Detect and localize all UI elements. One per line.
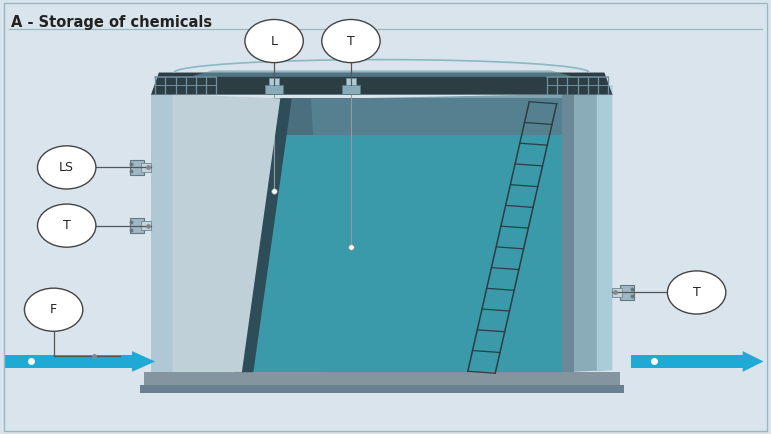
FancyBboxPatch shape	[130, 218, 143, 233]
Text: A - Storage of chemicals: A - Storage of chemicals	[12, 15, 213, 30]
Polygon shape	[597, 85, 612, 370]
FancyBboxPatch shape	[631, 355, 742, 368]
Polygon shape	[151, 94, 173, 372]
Polygon shape	[311, 94, 562, 372]
FancyBboxPatch shape	[141, 163, 151, 172]
Polygon shape	[242, 135, 562, 372]
FancyBboxPatch shape	[346, 78, 355, 85]
Polygon shape	[173, 120, 280, 135]
Text: T: T	[62, 219, 71, 232]
Polygon shape	[173, 99, 562, 120]
Ellipse shape	[38, 204, 96, 247]
FancyBboxPatch shape	[265, 85, 283, 94]
FancyBboxPatch shape	[130, 160, 143, 175]
FancyBboxPatch shape	[612, 288, 622, 297]
Text: T: T	[693, 286, 701, 299]
FancyBboxPatch shape	[141, 221, 151, 230]
Ellipse shape	[245, 20, 303, 62]
FancyBboxPatch shape	[270, 78, 279, 85]
Ellipse shape	[668, 271, 726, 314]
Ellipse shape	[25, 288, 82, 331]
Ellipse shape	[322, 20, 380, 62]
Polygon shape	[173, 120, 280, 372]
Text: LS: LS	[59, 161, 74, 174]
Polygon shape	[562, 85, 612, 372]
Polygon shape	[173, 94, 280, 372]
Polygon shape	[190, 70, 574, 77]
Text: F: F	[50, 303, 57, 316]
Polygon shape	[562, 94, 574, 372]
FancyBboxPatch shape	[5, 355, 132, 368]
Polygon shape	[242, 99, 562, 372]
Polygon shape	[143, 372, 620, 387]
FancyBboxPatch shape	[342, 85, 360, 94]
Polygon shape	[742, 351, 763, 372]
Polygon shape	[151, 72, 612, 94]
Text: T: T	[347, 35, 355, 48]
Text: L: L	[271, 35, 278, 48]
Polygon shape	[140, 385, 624, 392]
Polygon shape	[132, 351, 155, 372]
Polygon shape	[234, 99, 291, 372]
FancyBboxPatch shape	[620, 285, 634, 300]
Ellipse shape	[38, 146, 96, 189]
